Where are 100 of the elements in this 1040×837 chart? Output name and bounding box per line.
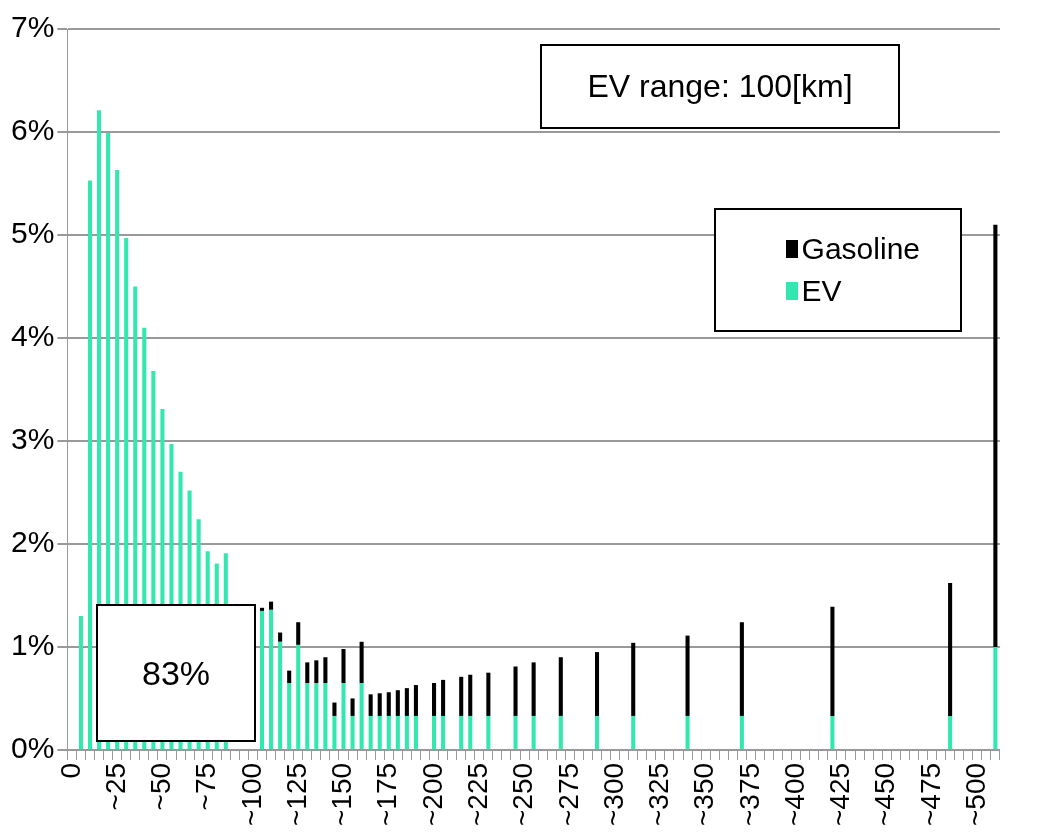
x-tick-label: ~475 [914,762,946,827]
bar [486,715,491,749]
bar [685,635,690,716]
bar [948,583,953,716]
bar [259,610,265,749]
bar [323,682,328,749]
x-tick-label: ~75 [190,762,222,811]
bar [87,180,93,749]
bar [259,607,265,611]
y-tick-label: 7% [11,10,55,44]
y-tick-label: 3% [11,422,55,456]
bar [739,715,744,749]
bar [459,676,464,716]
bar [594,652,600,716]
bar [558,715,563,749]
bar [413,715,418,749]
bar [287,682,292,749]
bar [413,685,418,716]
bar [377,693,382,716]
x-tick-label: ~300 [597,762,629,827]
x-tick-label: ~50 [145,762,177,811]
x-tick-label: 0 [54,762,86,779]
bar [332,715,337,749]
bar [404,688,409,716]
x-tick-label: ~200 [416,762,448,827]
bar [341,649,346,683]
x-tick-label: ~100 [235,762,267,827]
bar [341,682,346,749]
bar [459,715,464,749]
bar [359,641,364,683]
bar [386,715,391,749]
bar [631,642,636,716]
y-tick-label: 4% [11,319,55,353]
bar [830,715,835,749]
x-tick-label: ~375 [733,762,765,827]
bar [332,702,337,716]
bar [395,690,400,716]
bar [296,622,301,645]
y-tick-label: 6% [11,113,55,147]
text-box: EV range: 100[km] [540,44,900,129]
bar [305,682,310,749]
bar [948,715,953,749]
x-tick-label: ~350 [688,762,720,827]
x-tick-label: ~450 [869,762,901,827]
x-tick-label: ~425 [824,762,856,827]
bar [269,601,274,610]
legend-label: Gasoline [801,232,920,266]
bar [531,662,536,716]
bar [830,606,835,716]
bar [368,715,373,749]
x-tick-label: ~125 [280,762,312,827]
bar [404,715,409,749]
x-tick-label: ~225 [462,762,494,827]
bar [594,715,600,749]
x-tick-label: ~325 [643,762,675,827]
bar [314,660,319,683]
bar [78,616,83,749]
bar [486,672,491,716]
bar [323,657,328,683]
x-tick-label: ~400 [778,762,810,827]
bar [278,632,283,642]
bar [531,715,536,749]
y-tick-label: 2% [11,525,55,559]
bar [395,715,400,749]
bar [278,641,283,749]
annotation: 83% [141,653,211,693]
legend-label: EV [801,274,842,308]
x-tick-label: ~25 [99,762,131,811]
bar [631,715,636,749]
x-tick-label: ~150 [326,762,358,827]
bar [287,670,292,683]
bar [432,682,437,716]
y-tick-label: 0% [11,731,55,765]
bar [993,646,998,749]
bar [269,609,274,749]
bar [468,674,473,716]
bar [993,224,998,647]
bar [513,715,518,749]
bar [432,715,437,749]
bar [468,715,473,749]
text-box: 83% [96,604,256,742]
bar [350,698,355,716]
y-tick-label: 5% [11,216,55,250]
x-tick-label: ~250 [507,762,539,827]
bar [314,682,319,749]
annotation: EV range: 100[km] [587,68,853,105]
bar [350,715,355,749]
x-tick-label: ~500 [959,762,991,827]
bar [368,694,373,716]
bar [513,666,518,716]
bar [359,682,364,749]
bar [441,679,446,716]
bar [305,662,310,683]
bar [296,644,301,749]
bar [386,692,391,716]
bar [377,715,382,749]
x-tick-label: ~275 [552,762,584,827]
x-tick-label: ~175 [371,762,403,827]
bar [685,715,690,749]
bar [558,657,563,716]
